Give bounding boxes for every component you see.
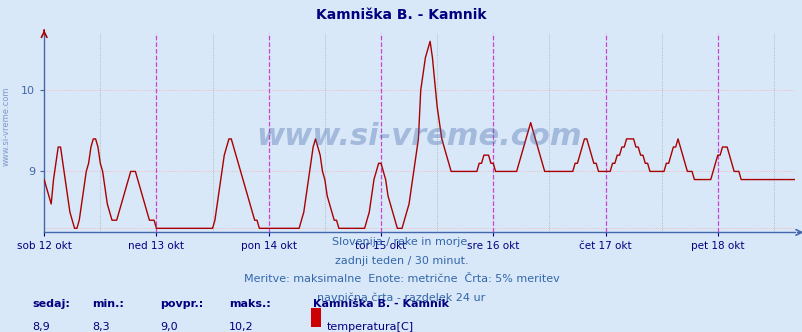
Text: 8,3: 8,3 bbox=[92, 322, 110, 332]
Text: Meritve: maksimalne  Enote: metrične  Črta: 5% meritev: Meritve: maksimalne Enote: metrične Črta… bbox=[243, 274, 559, 284]
Text: www.si-vreme.com: www.si-vreme.com bbox=[2, 86, 11, 166]
Text: temperatura[C]: temperatura[C] bbox=[326, 322, 413, 332]
Text: Kamniška B. - Kamnik: Kamniška B. - Kamnik bbox=[313, 299, 448, 309]
Text: zadnji teden / 30 minut.: zadnji teden / 30 minut. bbox=[334, 256, 468, 266]
Text: sedaj:: sedaj: bbox=[32, 299, 70, 309]
Text: 9,0: 9,0 bbox=[160, 322, 178, 332]
Text: www.si-vreme.com: www.si-vreme.com bbox=[257, 122, 581, 151]
Text: povpr.:: povpr.: bbox=[160, 299, 204, 309]
Text: Slovenija / reke in morje.: Slovenija / reke in morje. bbox=[332, 237, 470, 247]
Text: 8,9: 8,9 bbox=[32, 322, 50, 332]
Text: 10,2: 10,2 bbox=[229, 322, 253, 332]
Text: min.:: min.: bbox=[92, 299, 124, 309]
Text: maks.:: maks.: bbox=[229, 299, 270, 309]
Text: Kamniška B. - Kamnik: Kamniška B. - Kamnik bbox=[316, 8, 486, 22]
Text: navpična črta - razdelek 24 ur: navpična črta - razdelek 24 ur bbox=[317, 292, 485, 303]
